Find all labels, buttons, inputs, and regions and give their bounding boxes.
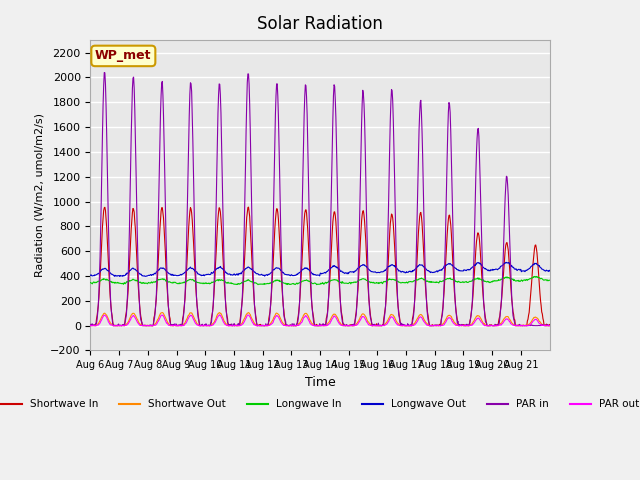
X-axis label: Time: Time	[305, 376, 335, 389]
Text: WP_met: WP_met	[95, 49, 152, 62]
Legend: Shortwave In, Shortwave Out, Longwave In, Longwave Out, PAR in, PAR out: Shortwave In, Shortwave Out, Longwave In…	[0, 395, 640, 414]
Y-axis label: Radiation (W/m2, umol/m2/s): Radiation (W/m2, umol/m2/s)	[35, 113, 45, 277]
Title: Solar Radiation: Solar Radiation	[257, 15, 383, 33]
